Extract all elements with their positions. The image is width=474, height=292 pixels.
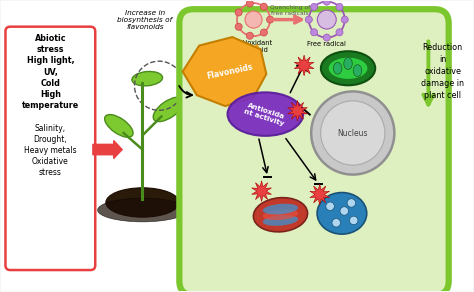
Ellipse shape (333, 62, 342, 74)
Circle shape (336, 3, 343, 11)
Ellipse shape (263, 204, 298, 215)
Ellipse shape (228, 92, 303, 136)
Text: Antioxida
nt activity: Antioxida nt activity (244, 101, 287, 127)
Circle shape (317, 10, 336, 29)
Circle shape (311, 91, 394, 175)
Circle shape (323, 34, 330, 41)
Ellipse shape (153, 97, 184, 121)
Polygon shape (182, 37, 266, 106)
Circle shape (305, 16, 312, 23)
Circle shape (245, 11, 262, 28)
Text: Abiotic
stress
High light,
UV,
Cold
High
temperature: Abiotic stress High light, UV, Cold High… (22, 34, 79, 110)
Polygon shape (294, 55, 314, 76)
Circle shape (266, 16, 273, 23)
Text: Increase in
biosynthesis of
flavonoids: Increase in biosynthesis of flavonoids (117, 10, 173, 30)
Ellipse shape (132, 72, 163, 86)
Circle shape (246, 0, 254, 7)
Ellipse shape (353, 65, 362, 77)
Circle shape (310, 29, 318, 36)
Ellipse shape (105, 114, 133, 137)
Ellipse shape (328, 57, 368, 80)
Text: Quenching of
free radicals: Quenching of free radicals (270, 6, 310, 16)
Text: Flavonoids: Flavonoids (206, 62, 254, 81)
Ellipse shape (106, 188, 179, 217)
Text: Reduction
in
oxidative
damage in
plant cell: Reduction in oxidative damage in plant c… (421, 44, 464, 100)
Circle shape (310, 3, 318, 11)
FancyBboxPatch shape (179, 9, 449, 292)
Circle shape (349, 216, 358, 225)
Circle shape (235, 23, 242, 30)
Circle shape (336, 29, 343, 36)
Circle shape (332, 218, 340, 227)
Circle shape (340, 207, 348, 215)
Circle shape (246, 32, 254, 39)
Ellipse shape (98, 198, 187, 222)
Polygon shape (310, 184, 329, 205)
Circle shape (320, 101, 385, 165)
Circle shape (347, 199, 356, 207)
Ellipse shape (317, 192, 367, 234)
Ellipse shape (254, 198, 308, 232)
Ellipse shape (263, 209, 298, 220)
Circle shape (235, 9, 242, 16)
Circle shape (260, 29, 267, 36)
Circle shape (341, 16, 348, 23)
Text: Nucleus: Nucleus (337, 128, 368, 138)
Circle shape (260, 3, 267, 10)
Circle shape (323, 0, 330, 5)
Polygon shape (288, 100, 307, 121)
Text: Free radical: Free radical (307, 41, 346, 47)
Text: Antioxidant
flavonoid: Antioxidant flavonoid (235, 40, 273, 53)
Ellipse shape (344, 58, 352, 69)
FancyArrow shape (93, 140, 122, 159)
Polygon shape (252, 181, 272, 201)
Ellipse shape (263, 215, 298, 226)
Ellipse shape (321, 51, 375, 85)
Circle shape (326, 202, 334, 211)
Text: Salinity,
Drought,
Heavy metals
Oxidative
stress: Salinity, Drought, Heavy metals Oxidativ… (24, 124, 77, 177)
FancyBboxPatch shape (6, 27, 95, 270)
